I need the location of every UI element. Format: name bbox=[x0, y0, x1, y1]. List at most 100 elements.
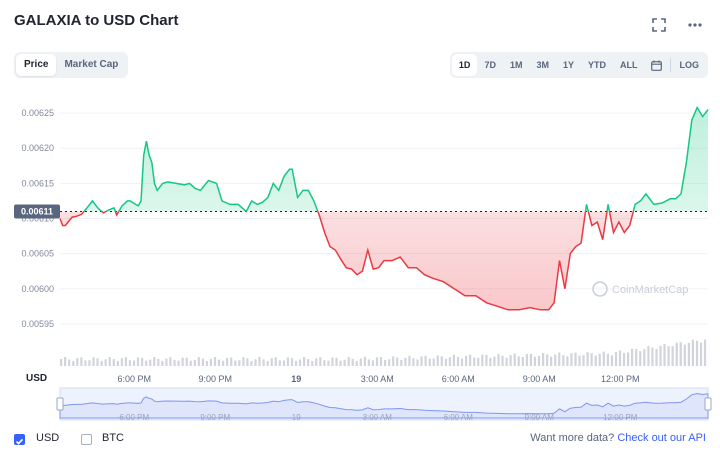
range-all[interactable]: ALL bbox=[620, 60, 638, 70]
volume-bar bbox=[205, 361, 209, 366]
volume-bar bbox=[100, 360, 103, 366]
volume-bar bbox=[104, 359, 107, 366]
volume-bar bbox=[323, 360, 326, 366]
volume-bars bbox=[60, 339, 707, 366]
volume-bar bbox=[542, 353, 545, 366]
volume-bar bbox=[327, 360, 330, 366]
api-prompt-text: Want more data? bbox=[530, 432, 615, 444]
volume-bar bbox=[537, 355, 541, 366]
volume-bar bbox=[639, 351, 642, 366]
navigator-handle-left[interactable] bbox=[56, 397, 64, 411]
range-1d[interactable]: 1D bbox=[451, 54, 478, 76]
x-tick-label: 9:00 PM bbox=[198, 374, 232, 384]
x-tick-label: 3:00 AM bbox=[361, 374, 394, 384]
volume-bar bbox=[367, 359, 371, 366]
volume-bar bbox=[566, 356, 569, 366]
volume-bar bbox=[525, 353, 529, 366]
volume-bar bbox=[695, 340, 699, 366]
navigator-tick-label: 19 bbox=[292, 413, 301, 422]
volume-bar bbox=[622, 352, 626, 366]
volume-bar bbox=[671, 346, 674, 366]
volume-bar bbox=[420, 356, 423, 366]
volume-bar bbox=[477, 357, 480, 366]
more-icon[interactable] bbox=[684, 16, 706, 38]
volume-bar bbox=[201, 358, 205, 366]
navigator-tick-label: 6:00 AM bbox=[444, 413, 474, 422]
range-1y[interactable]: 1Y bbox=[562, 60, 574, 70]
volume-bar bbox=[286, 357, 290, 366]
volume-bar bbox=[517, 356, 520, 366]
fullscreen-icon[interactable] bbox=[648, 16, 670, 38]
volume-bar bbox=[335, 357, 338, 366]
volume-bar bbox=[655, 348, 658, 366]
navigator-tick-label: 3:00 AM bbox=[363, 413, 393, 422]
volume-bar bbox=[169, 357, 172, 366]
range-7d[interactable]: 7D bbox=[484, 60, 496, 70]
navigator-handle-right[interactable] bbox=[704, 397, 712, 411]
volume-bar bbox=[436, 355, 439, 366]
volume-bar bbox=[408, 355, 411, 366]
range-3m[interactable]: 3M bbox=[536, 60, 549, 70]
navigator-tick-label: 9:00 PM bbox=[200, 413, 230, 422]
y-tick-label: 0.00605 bbox=[21, 249, 54, 259]
volume-bar bbox=[404, 357, 407, 366]
volume-bar bbox=[209, 358, 213, 366]
volume-bar bbox=[331, 357, 334, 366]
volume-bar bbox=[448, 357, 452, 366]
price-area bbox=[60, 107, 708, 310]
range-divider bbox=[669, 58, 671, 72]
volume-bar bbox=[497, 353, 500, 366]
volume-bar bbox=[282, 360, 286, 366]
log-toggle[interactable]: LOG bbox=[679, 60, 700, 70]
volume-bar bbox=[290, 358, 294, 366]
volume-bar bbox=[631, 348, 634, 366]
volume-bar bbox=[667, 346, 670, 366]
btc-checkbox[interactable] bbox=[81, 434, 92, 445]
volume-bar bbox=[363, 356, 367, 366]
volume-bar bbox=[315, 358, 318, 366]
volume-bar bbox=[161, 361, 164, 366]
range-ytd[interactable]: YTD bbox=[588, 60, 606, 70]
y-axis: 0.00625 0.00620 0.00615 0.00610 0.00605 0.006… bbox=[21, 108, 54, 329]
y-tick-label: 0.00625 bbox=[21, 108, 54, 118]
volume-bar bbox=[136, 357, 140, 366]
currency-axis-label: USD bbox=[26, 373, 47, 384]
volume-bar bbox=[493, 356, 496, 366]
navigator-axis: 6:00 PM 9:00 PM 19 3:00 AM 6:00 AM 9:00 AM 12:… bbox=[119, 413, 637, 422]
chart-title: GALAXIA to USD Chart bbox=[14, 12, 179, 29]
volume-bar bbox=[145, 360, 148, 366]
volume-bar bbox=[384, 359, 387, 366]
usd-label: USD bbox=[36, 432, 60, 444]
volume-bar bbox=[501, 355, 504, 366]
volume-bar bbox=[460, 358, 464, 366]
volume-bar bbox=[396, 357, 399, 366]
api-link[interactable]: Check out our API bbox=[617, 432, 706, 444]
volume-bar bbox=[489, 357, 492, 366]
tab-market-cap[interactable]: Market Cap bbox=[64, 59, 119, 70]
y-tick-label: 0.00600 bbox=[21, 284, 54, 294]
volume-bar bbox=[529, 353, 533, 366]
coinmarketcap-logo-icon bbox=[592, 281, 608, 297]
volume-bar bbox=[359, 358, 362, 366]
range-1m[interactable]: 1M bbox=[509, 60, 523, 70]
price-line-up bbox=[83, 105, 709, 212]
volume-bar bbox=[254, 359, 257, 366]
volume-bar bbox=[610, 355, 614, 366]
volume-bar bbox=[602, 351, 605, 366]
volume-bar bbox=[128, 360, 132, 366]
volume-bar bbox=[521, 357, 524, 366]
volume-bar bbox=[388, 359, 391, 366]
navigator[interactable]: 6:00 PM 9:00 PM 19 3:00 AM 6:00 AM 9:00 AM 12:… bbox=[56, 387, 712, 422]
y-tick-label: 0.00610 bbox=[21, 213, 54, 223]
tab-price[interactable]: Price bbox=[16, 54, 57, 76]
volume-bar bbox=[444, 358, 448, 366]
volume-bar bbox=[590, 353, 593, 366]
volume-bar bbox=[558, 352, 561, 366]
volume-bar bbox=[96, 358, 99, 366]
volume-bar bbox=[699, 342, 703, 366]
usd-checkbox[interactable] bbox=[14, 434, 25, 445]
calendar-icon[interactable] bbox=[645, 54, 668, 76]
volume-bar bbox=[465, 355, 468, 366]
time-range-selector: 1D 7D 1M 3M 1Y YTD ALL LOG bbox=[449, 52, 708, 78]
